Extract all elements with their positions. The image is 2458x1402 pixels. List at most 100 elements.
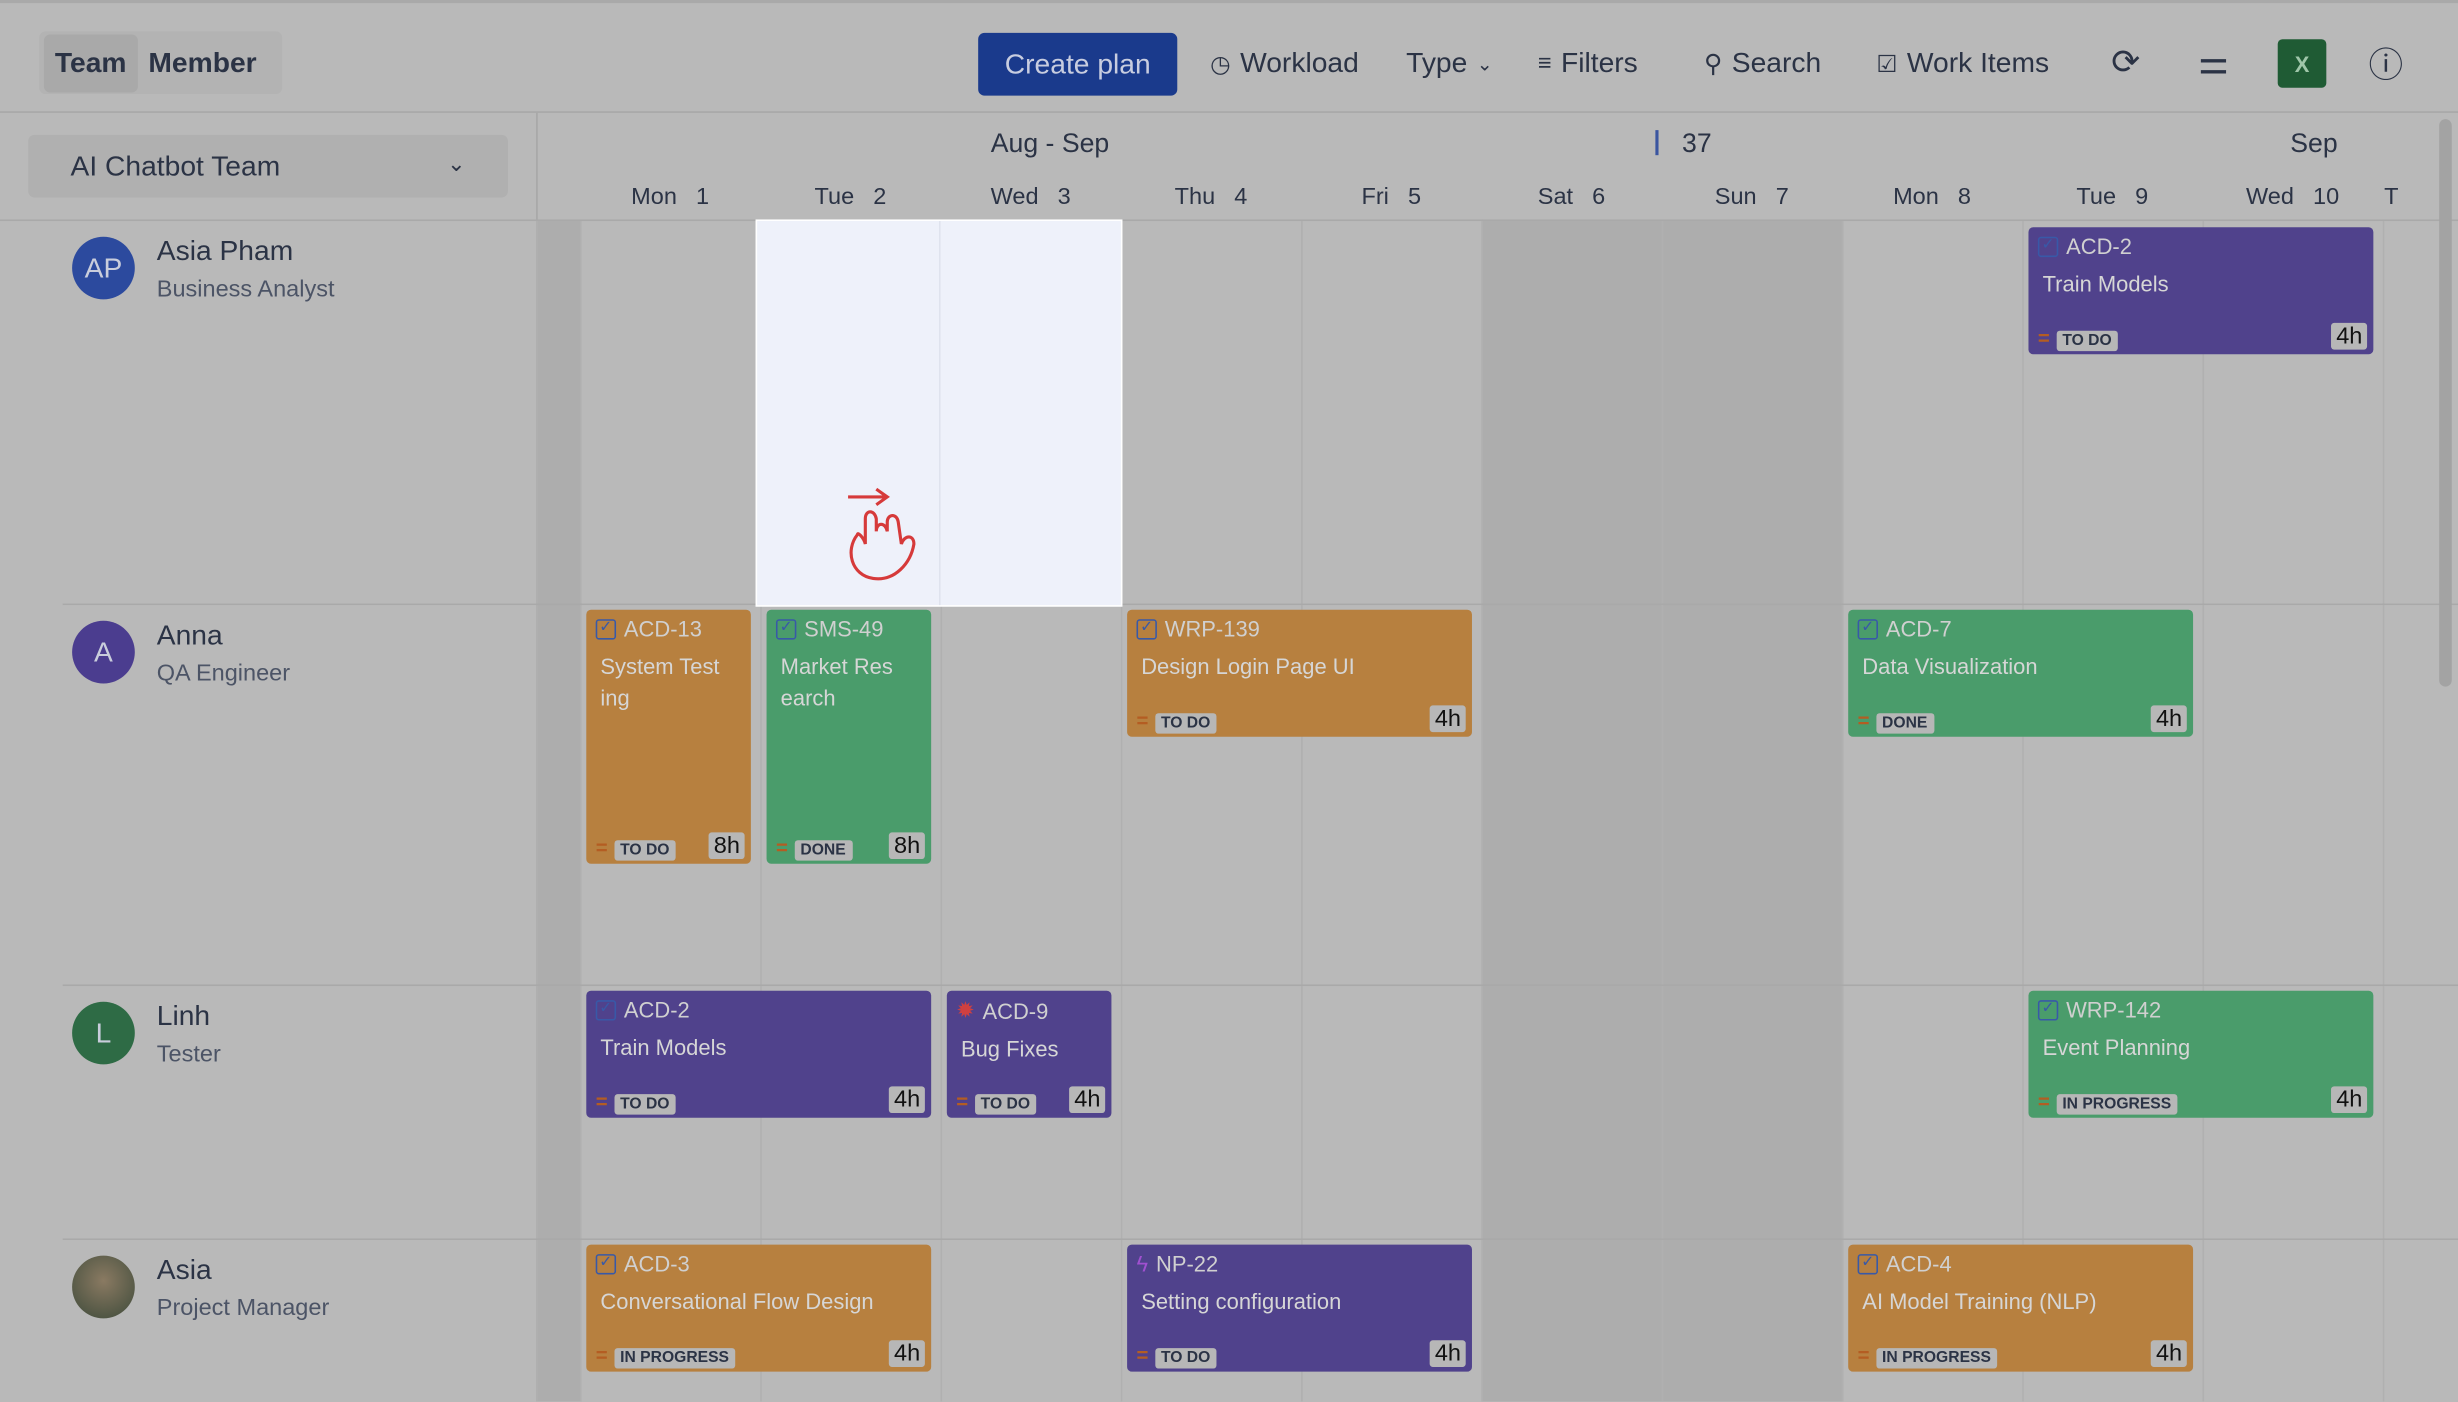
day-column[interactable] [1481,219,1662,1402]
work-item-card[interactable]: ϟ NP-22 Setting configuration = TO DO 4h [1127,1244,1472,1372]
hours-badge: 8h [709,832,745,860]
team-selector-value: AI Chatbot Team [70,150,281,182]
priority-medium-icon: = [775,834,788,859]
status-badge: IN PROGRESS [613,1347,736,1368]
day-column[interactable] [2202,219,2382,1402]
day-column[interactable] [760,219,940,1402]
member-role: Project Manager [156,1294,330,1322]
excel-label: X [2294,50,2310,77]
member-row[interactable]: AP Asia Pham Business Analyst [62,219,538,603]
day-column[interactable] [1661,219,1842,1402]
hours-badge: 4h [1069,1086,1106,1113]
filters-label: Filters [1560,47,1638,79]
workload-button[interactable]: ◷ Workload [1210,47,1359,80]
work-item-title: Market Res earch [780,653,893,711]
search-button[interactable]: ⚲ Search [1704,47,1821,80]
day-column[interactable] [2022,219,2202,1402]
work-item-card[interactable]: ✓ ACD-4 AI Model Training (NLP) = IN PROGR… [1848,1244,2194,1372]
status-badge: TO DO [2056,329,2118,351]
work-items-icon: ☑ [1876,50,1898,78]
vertical-scrollbar[interactable] [2439,119,2452,687]
type-dropdown[interactable]: Type ⌄ [1406,47,1492,80]
search-icon: ⚲ [1703,50,1723,78]
clock-icon: ◷ [1210,50,1231,78]
team-selector[interactable]: AI Chatbot Team ⌄ [28,134,508,198]
settings-sliders-icon[interactable]: ⚌ [2197,42,2229,82]
previous-day-column [536,219,581,1402]
drag-hand-icon [848,487,916,581]
day-column[interactable] [580,219,760,1402]
member-row[interactable]: L Linh Tester [62,984,538,1238]
work-item-card[interactable]: ✓ SMS-49 Market Res earch = DONE 8h [766,609,932,864]
checkbox-icon: ✓ [595,999,617,1020]
priority-medium-icon: = [2037,325,2050,349]
work-item-card[interactable]: ✓ WRP-139 Design Login Page UI = TO DO 4h [1127,609,1472,737]
work-item-card[interactable]: ✓ WRP-142 Event Planning = IN PROGRESS 4h [2028,990,2374,1118]
checkbox-icon: ✓ [1857,1253,1878,1274]
filters-button[interactable]: ≡ Filters [1538,47,1638,80]
member-role: Business Analyst [156,275,335,303]
bug-icon: ✹ [956,996,975,1023]
day-column[interactable] [1120,219,1301,1402]
work-item-card[interactable]: ✓ ACD-2 Train Models = TO DO 4h [2028,227,2374,355]
create-plan-button[interactable]: Create plan [978,32,1178,96]
day-header: Wed 10 [2246,183,2340,211]
hours-badge: 4h [2331,322,2368,350]
work-item-card[interactable]: ✓ ACD-2 Train Models = TO DO 4h [586,990,932,1118]
excel-export-icon[interactable]: X [2277,39,2327,88]
hours-badge: 4h [2151,1340,2187,1367]
day-header: Tue 9 [2076,183,2149,211]
priority-medium-icon: = [595,1088,608,1113]
priority-medium-icon: = [956,1088,969,1113]
member-view-button[interactable]: Member [148,46,257,78]
avatar: A [72,620,135,684]
member-name: Linh [156,1000,211,1032]
info-icon[interactable]: ⓘ [2368,45,2404,85]
team-view-button[interactable]: Team [43,33,138,92]
day-column[interactable] [2382,219,2458,1402]
priority-medium-icon: = [1136,1342,1149,1367]
work-item-title: Train Models [600,1034,727,1060]
day-column[interactable] [940,219,1121,1402]
work-item-card[interactable]: ✓ ACD-13 System Test ing = TO DO 8h [586,609,751,864]
day-header: Tue 2 [814,183,887,211]
status-badge: IN PROGRESS [2056,1093,2178,1114]
day-header: T [2384,183,2399,211]
row-divider [536,984,2458,987]
status-badge: TO DO [1154,1347,1217,1368]
avatar: L [72,1001,135,1065]
member-name: Asia Pham [156,235,294,267]
day-header: Thu 4 [1174,183,1248,211]
status-badge: DONE [794,839,852,860]
day-header: Fri 5 [1361,183,1422,211]
member-row[interactable]: A Anna QA Engineer [62,603,538,985]
member-name: Asia [156,1254,212,1286]
priority-medium-icon: = [595,834,608,859]
filter-icon: ≡ [1537,50,1552,77]
work-item-card[interactable]: ✓ ACD-3 Conversational Flow Design = IN PR… [586,1244,932,1372]
refresh-icon[interactable]: ⟳ [2111,42,2141,82]
status-badge: TO DO [613,839,676,860]
status-badge: IN PROGRESS [1875,1347,1998,1368]
work-item-key: WRP-142 [2066,996,2162,1023]
checkbox-icon: ✓ [1136,618,1157,639]
member-row[interactable]: Asia Project Manager [62,1238,538,1401]
member-role: Tester [156,1040,221,1068]
view-toggle: Team Member [39,31,283,95]
work-item-key: NP-22 [1155,1250,1219,1277]
day-column[interactable] [1841,219,2022,1402]
work-items-button[interactable]: ☑ Work Items [1876,47,2049,80]
priority-medium-icon: = [1857,707,1870,732]
work-item-card[interactable]: ✹ ACD-9 Bug Fixes = TO DO 4h [946,990,1112,1118]
work-item-card[interactable]: ✓ ACD-7 Data Visualization = DONE 4h [1848,609,2194,737]
work-item-key: ACD-9 [982,997,1049,1023]
toolbar: Team Member Create plan ◷ Workload Type ⌄ … [0,0,2458,113]
work-item-title: Data Visualization [1862,653,2038,679]
week-separator [1655,130,1659,156]
day-header: Sun 7 [1714,183,1789,211]
month-label-right: Sep [2290,128,2338,159]
day-column[interactable] [1301,219,1481,1402]
work-item-key: WRP-139 [1164,616,1260,642]
drag-highlight-area[interactable] [755,219,1123,607]
